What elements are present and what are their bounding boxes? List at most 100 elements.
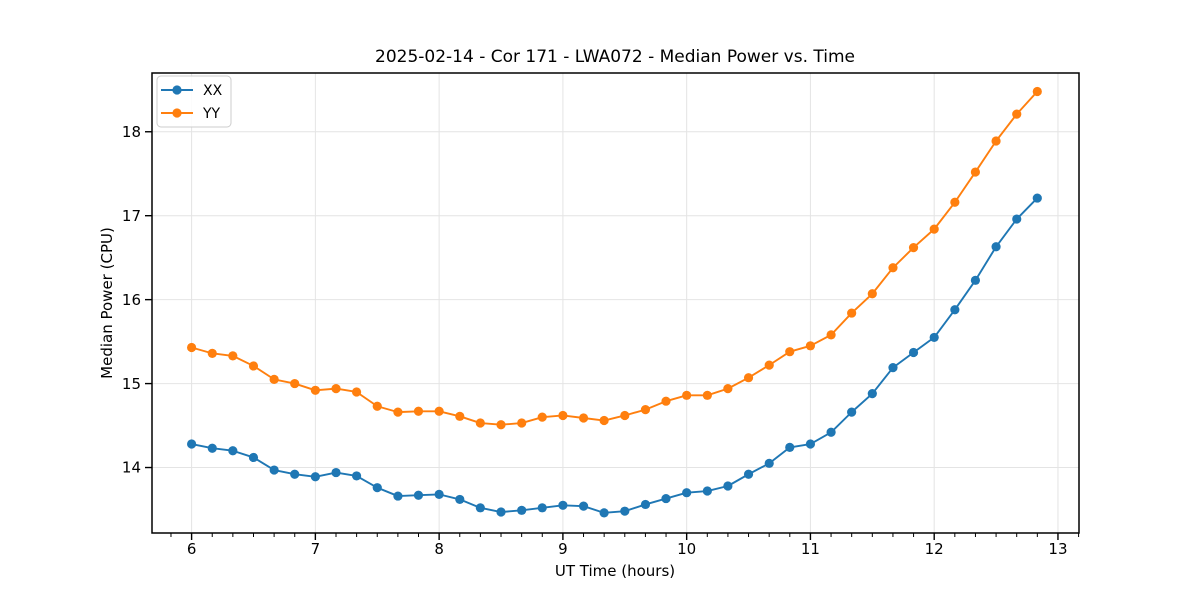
data-point-yy: [805, 341, 816, 351]
data-point-xx: [558, 500, 568, 510]
data-point-xx: [929, 332, 939, 343]
series-xx: [187, 193, 1042, 518]
data-point-yy: [867, 289, 877, 299]
data-point-yy: [351, 387, 362, 397]
x-tick-label: 10: [677, 540, 696, 558]
data-point-xx: [455, 494, 465, 505]
data-point-xx: [537, 503, 547, 513]
y-tick-label: 14: [122, 459, 141, 477]
y-tick-label: 16: [122, 291, 141, 309]
legend-item-yy: YY: [161, 106, 221, 122]
data-point-xx: [207, 443, 217, 453]
data-point-xx: [372, 483, 382, 493]
legend-marker-yy: [172, 108, 182, 118]
series-yy: [187, 86, 1042, 430]
data-point-yy: [1032, 86, 1042, 97]
x-axis-label: UT Time (hours): [555, 562, 675, 580]
data-point-yy: [228, 351, 238, 361]
data-point-yy: [578, 413, 589, 423]
data-point-xx: [950, 305, 960, 315]
data-point-yy: [187, 342, 197, 353]
data-point-xx: [434, 489, 444, 499]
data-point-xx: [1012, 214, 1022, 224]
data-point-yy: [269, 374, 279, 384]
x-tick-label: 8: [434, 540, 444, 558]
data-point-xx: [682, 488, 692, 498]
data-point-xx: [640, 499, 651, 510]
data-point-yy: [640, 405, 651, 415]
data-point-yy: [558, 410, 568, 421]
y-tick-label: 18: [122, 123, 141, 141]
data-point-xx: [805, 439, 816, 449]
data-point-yy: [413, 406, 424, 416]
data-point-xx: [475, 503, 485, 513]
data-point-xx: [290, 469, 300, 479]
data-point-xx: [723, 481, 733, 491]
data-point-yy: [434, 406, 444, 416]
data-point-xx: [310, 472, 320, 482]
data-point-yy: [393, 407, 403, 417]
x-tick-label: 12: [925, 540, 944, 558]
data-point-yy: [537, 412, 547, 422]
data-point-xx: [517, 505, 527, 515]
data-point-xx: [620, 506, 630, 516]
data-point-yy: [290, 378, 300, 389]
data-point-xx: [393, 491, 403, 501]
x-tick-label: 7: [311, 540, 321, 558]
grid-lines: [152, 73, 1079, 533]
data-point-xx: [248, 452, 259, 463]
legend: XX YY: [156, 75, 232, 128]
data-point-xx: [743, 469, 754, 479]
data-point-xx: [908, 347, 919, 358]
data-point-xx: [661, 493, 671, 504]
data-point-xx: [764, 458, 774, 468]
data-point-xx: [496, 507, 506, 517]
legend-item-xx: XX: [161, 83, 223, 99]
data-point-yy: [661, 396, 671, 406]
x-tick-label: 9: [558, 540, 568, 558]
data-point-xx: [413, 490, 424, 500]
data-point-yy: [682, 390, 692, 400]
data-point-xx: [785, 442, 795, 452]
data-point-xx: [578, 501, 589, 511]
data-point-yy: [785, 347, 795, 357]
data-point-yy: [950, 197, 960, 207]
chart-title: 2025-02-14 - Cor 171 - LWA072 - Median P…: [375, 47, 855, 67]
data-point-yy: [743, 373, 754, 383]
x-tick-label: 11: [801, 540, 820, 558]
legend-marker-xx: [172, 85, 182, 95]
x-tick-label: 13: [1048, 540, 1067, 558]
data-point-yy: [847, 308, 857, 318]
data-point-xx: [970, 275, 981, 285]
data-point-yy: [620, 410, 630, 421]
data-point-yy: [1012, 109, 1022, 119]
data-point-xx: [599, 508, 609, 518]
data-point-yy: [475, 418, 485, 428]
data-point-xx: [702, 486, 712, 496]
data-point-xx: [826, 427, 836, 437]
data-point-yy: [764, 360, 774, 370]
y-tick-label: 15: [122, 375, 141, 393]
y-axis-label: Median Power (CPU): [98, 227, 116, 379]
data-point-yy: [372, 401, 382, 411]
data-point-xx: [228, 446, 238, 456]
data-point-yy: [929, 224, 939, 234]
data-point-xx: [867, 389, 877, 399]
data-point-yy: [991, 136, 1001, 146]
data-point-xx: [991, 242, 1001, 252]
y-tick-label: 17: [122, 207, 141, 225]
plot-frame: [151, 72, 1080, 534]
data-series: [187, 86, 1042, 518]
data-point-yy: [496, 420, 506, 430]
data-point-yy: [331, 384, 341, 394]
data-point-yy: [455, 411, 465, 421]
data-point-xx: [331, 467, 341, 478]
data-point-yy: [888, 263, 898, 273]
data-point-yy: [248, 361, 259, 371]
x-tick-label: 6: [187, 540, 197, 558]
series-line-yy: [191, 90, 1038, 426]
data-point-xx: [269, 465, 279, 475]
data-point-xx: [351, 471, 362, 481]
